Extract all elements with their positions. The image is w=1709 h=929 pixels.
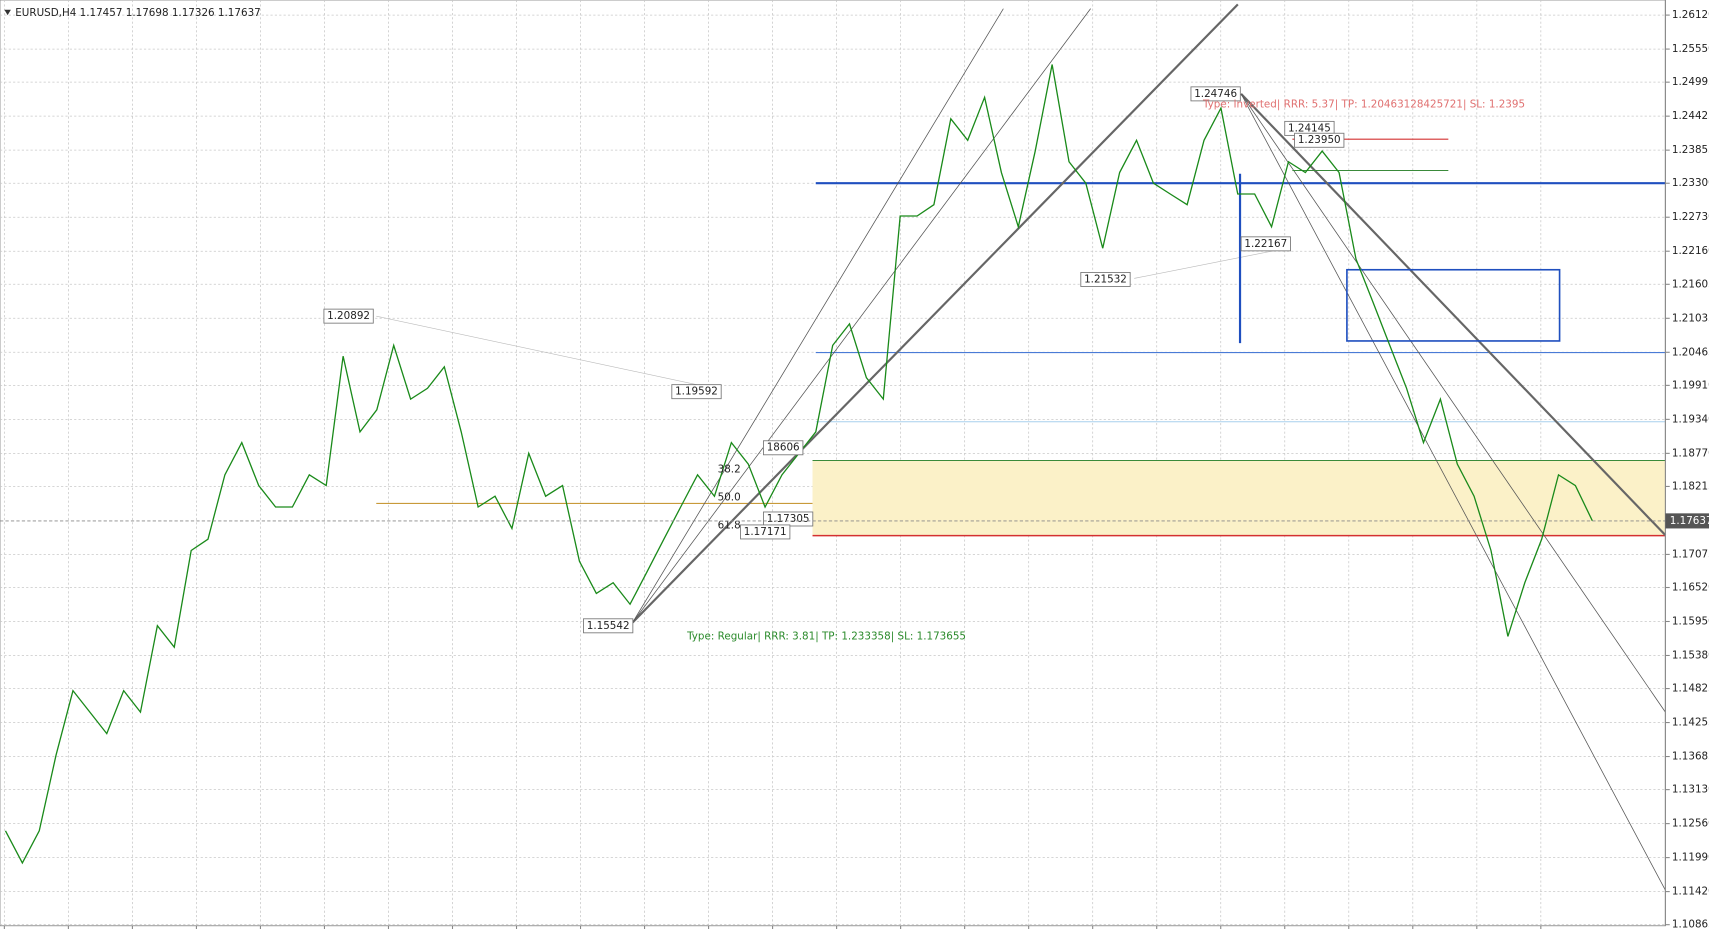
y-tick-label: 1.14825 — [1672, 683, 1709, 695]
y-tick-label: 1.22160 — [1672, 245, 1709, 257]
price-label-box — [1294, 132, 1345, 148]
price-label: 1.17305 — [767, 513, 810, 525]
price-label-box — [323, 308, 374, 324]
zone — [812, 460, 1666, 536]
annotation: 38.2 — [718, 463, 741, 475]
y-tick-label: 1.11990 — [1672, 852, 1709, 864]
y-tick-label: 1.13130 — [1672, 784, 1709, 796]
trend-line — [632, 8, 1004, 623]
price-label-box — [1080, 272, 1131, 287]
price-label-box — [583, 618, 634, 634]
y-tick-label: 1.19340 — [1672, 413, 1709, 425]
price-label: 1.21532 — [1084, 273, 1127, 285]
y-tick-label: 1.10865 — [1672, 919, 1709, 929]
y-tick-label: 1.15950 — [1672, 616, 1709, 628]
y-tick-label: 1.15380 — [1672, 650, 1709, 662]
y-tick-label: 1.11420 — [1672, 886, 1709, 898]
price-label: 1.17171 — [744, 526, 787, 538]
price-label-box — [762, 440, 804, 456]
y-tick-label: 1.23300 — [1672, 177, 1709, 189]
y-tick-label: 1.18770 — [1672, 447, 1709, 459]
trend-line — [1240, 93, 1666, 713]
y-tick-label: 1.12560 — [1672, 818, 1709, 830]
y-tick-label: 1.14255 — [1672, 717, 1709, 729]
trend-line — [632, 8, 1091, 623]
trend-lines — [376, 3, 1667, 891]
price-label-box — [1190, 86, 1241, 102]
y-tick-label: 1.21605 — [1672, 278, 1709, 290]
y-tick-label: 1.26120 — [1672, 9, 1709, 21]
y-tick-label: 1.24425 — [1672, 110, 1709, 122]
annotation: 61.8 — [718, 519, 741, 531]
y-tick-label: 1.17075 — [1672, 548, 1709, 560]
annotation: Type: Inverted| RRR: 5.37| TP: 1.2046312… — [1202, 99, 1525, 111]
price-label-box — [671, 384, 722, 400]
y-tick-label: 1.21035 — [1672, 312, 1709, 324]
zigzag — [1134, 247, 1287, 279]
y-tick-label: 1.25550 — [1672, 43, 1709, 55]
price-label: 1.23950 — [1298, 134, 1341, 146]
price-label-box — [740, 524, 791, 540]
price-label-box — [1240, 236, 1291, 252]
price-label: 1.15542 — [587, 620, 630, 632]
price-label: 1.24145 — [1288, 122, 1331, 134]
price-label: 1.19592 — [675, 386, 718, 398]
annotation: Type: Regular| RRR: 3.81| TP: 1.233358| … — [686, 631, 966, 643]
price-label: 18606 — [767, 442, 800, 454]
trend-line — [631, 3, 1239, 624]
y-tick-label: 1.22730 — [1672, 211, 1709, 223]
price-label: 1.22167 — [1244, 238, 1287, 250]
y-tick-label: 1.23855 — [1672, 144, 1709, 156]
menu-arrow[interactable] — [4, 9, 11, 16]
trend-line — [1240, 93, 1666, 891]
y-tick-label: 1.19910 — [1672, 379, 1709, 391]
chart-title: EURUSD,H4 1.17457 1.17698 1.17326 1.1763… — [15, 7, 260, 19]
y-tick-label: 1.20465 — [1672, 346, 1709, 358]
trend-line — [1240, 93, 1667, 536]
annotation: 50.0 — [718, 491, 741, 503]
y-tick-label: 1.13685 — [1672, 751, 1709, 763]
price-label: 1.20892 — [327, 310, 370, 322]
range-box — [1346, 268, 1561, 342]
price-label: 1.24746 — [1194, 88, 1237, 100]
y-tick-label: 1.24995 — [1672, 76, 1709, 88]
current-price-box — [1665, 513, 1709, 529]
current-price-label: 1.17637 — [1670, 515, 1709, 527]
y-tick-label: 1.18215 — [1672, 480, 1709, 492]
zigzag — [376, 315, 715, 389]
y-tick-label: 1.16520 — [1672, 582, 1709, 594]
